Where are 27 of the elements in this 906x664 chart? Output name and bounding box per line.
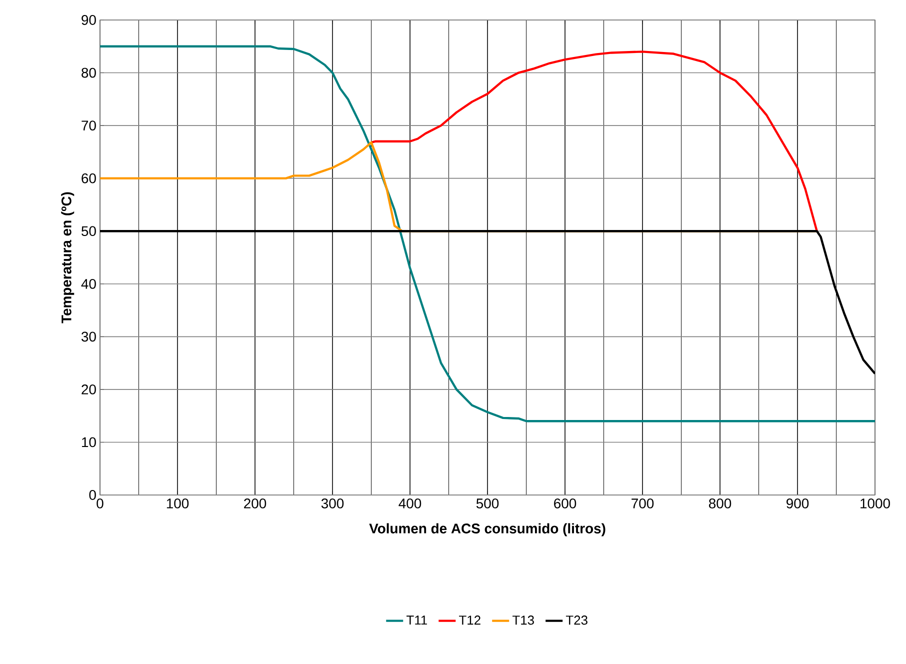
y-axis-title: Temperatura en (ºC) <box>61 192 74 324</box>
legend-label: T13 <box>512 616 534 625</box>
x-tick-label: 700 <box>632 498 654 508</box>
y-tick-label: 10 <box>82 437 96 448</box>
x-tick-label: 500 <box>476 498 499 508</box>
y-tick-label: 50 <box>82 226 96 236</box>
x-tick-label: 900 <box>786 498 809 508</box>
x-tick-label: 800 <box>708 498 732 508</box>
x-tick-label: 1000 <box>860 498 890 508</box>
x-tick-label: 200 <box>244 498 266 508</box>
y-tick-label: 30 <box>82 332 96 342</box>
y-tick-label: 70 <box>82 120 96 130</box>
x-tick-label: 0 <box>96 498 104 508</box>
y-tick-label: 40 <box>81 278 96 289</box>
x-tick-label: 400 <box>398 498 422 508</box>
y-tick-label: 90 <box>82 15 96 25</box>
y-tick-label: 60 <box>82 173 96 184</box>
y-tick-label: 80 <box>82 68 96 78</box>
legend-label: T12 <box>459 616 480 625</box>
y-tick-label: 0 <box>89 490 96 500</box>
x-axis-title: Volumen de ACS consumido (litros) <box>369 523 606 536</box>
x-tick-label: 300 <box>321 498 344 508</box>
legend-label: T11 <box>406 616 427 625</box>
x-tick-label: 600 <box>554 498 576 508</box>
x-tick-label: 100 <box>166 498 189 508</box>
legend-label: T23 <box>566 616 588 625</box>
y-tick-label: 20 <box>82 384 96 394</box>
